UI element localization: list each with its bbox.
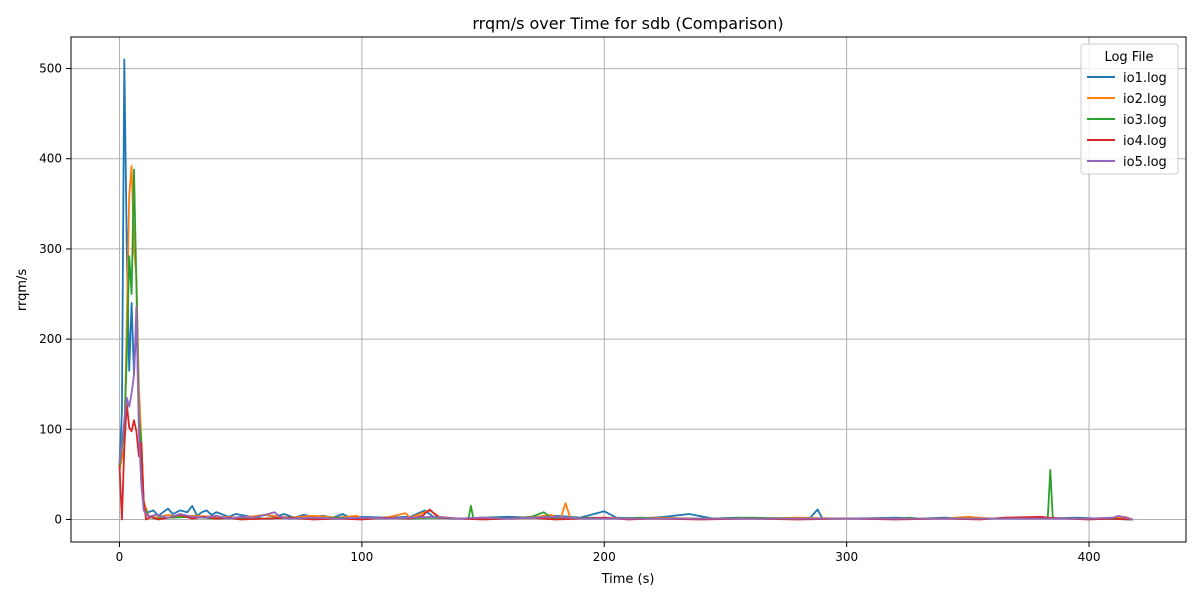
y-tick-label: 100: [39, 422, 62, 436]
x-tick-label: 200: [593, 550, 616, 564]
grid: [71, 37, 1186, 542]
x-tick-label: 0: [116, 550, 124, 564]
x-axis-ticks: 0 100 200 300 400: [116, 542, 1101, 564]
y-tick-label: 0: [54, 512, 62, 526]
x-tick-label: 400: [1078, 550, 1101, 564]
y-tick-label: 300: [39, 242, 62, 256]
chart-title: rrqm/s over Time for sdb (Comparison): [472, 14, 783, 33]
plot-area-frame: [70, 36, 1187, 543]
legend-entry: io3.log: [1123, 113, 1167, 128]
legend-entry: io1.log: [1123, 71, 1167, 86]
legend-items: io1.log io2.log io3.log io4.log io5.log: [1087, 71, 1167, 170]
y-axis-ticks: 0 100 200 300 400 500: [39, 62, 71, 526]
series-line-io5-log: [118, 305, 1133, 521]
x-tick-label: 100: [350, 550, 373, 564]
x-axis-label: Time (s): [601, 572, 655, 587]
legend-title: Log File: [1104, 50, 1153, 65]
y-tick-label: 200: [39, 332, 62, 346]
series-lines: [118, 58, 1134, 521]
legend-entry: io4.log: [1123, 134, 1167, 149]
legend-entry: io2.log: [1123, 92, 1167, 107]
x-tick-label: 300: [835, 550, 858, 564]
y-tick-label: 500: [39, 62, 62, 76]
y-axis-label: rrqm/s: [15, 269, 30, 312]
y-tick-label: 400: [39, 152, 62, 166]
legend: Log File io1.log io2.log io3.log io4.log io5…: [1080, 43, 1179, 175]
legend-entry: io5.log: [1123, 155, 1167, 170]
